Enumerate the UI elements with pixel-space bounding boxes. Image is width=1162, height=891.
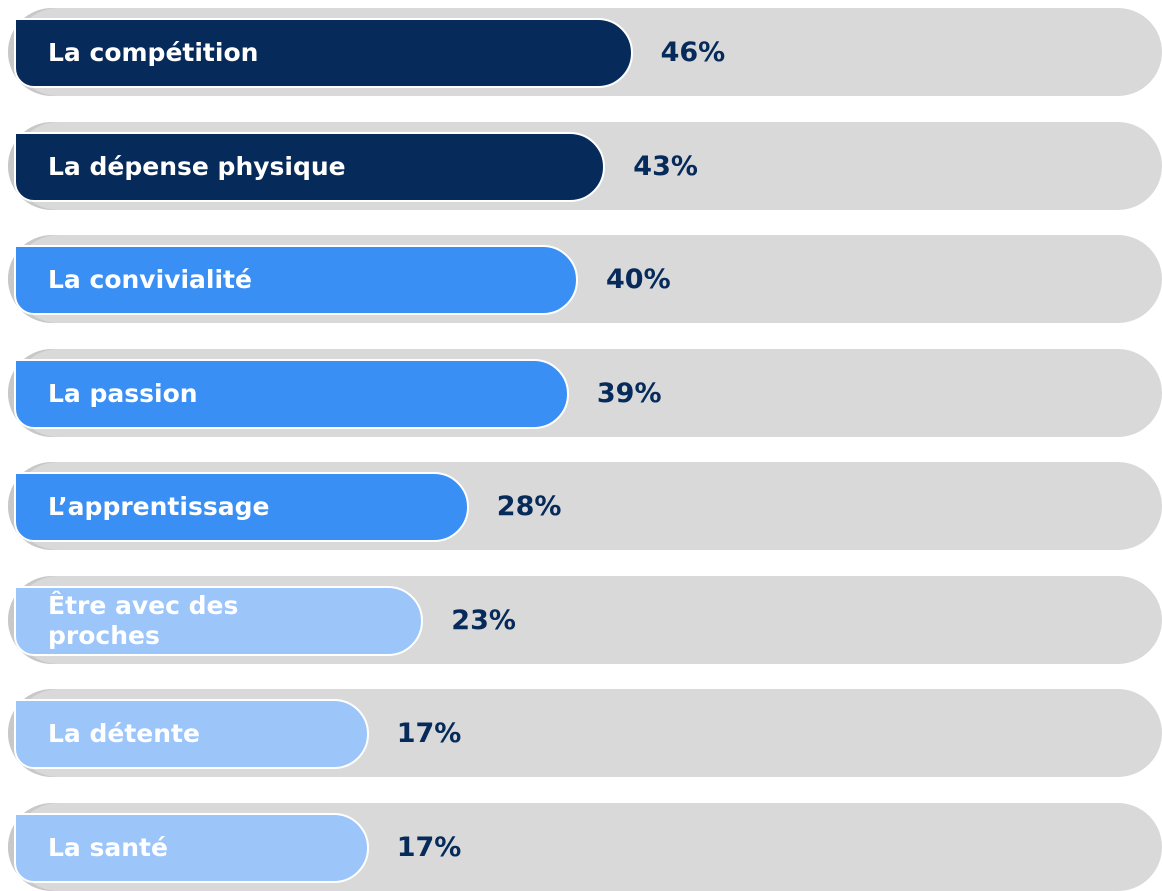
- value-label: 40%: [606, 264, 671, 295]
- value-label: 28%: [496, 491, 562, 522]
- value-label: 17%: [396, 718, 462, 749]
- bar: La compétition: [14, 18, 633, 88]
- value-label: 23%: [451, 604, 516, 636]
- bar-label: La dépense physique: [48, 151, 346, 181]
- bar: La dépense physique: [14, 131, 606, 202]
- bar: La convivialité: [14, 245, 578, 315]
- value-label: 46%: [660, 37, 726, 68]
- bar-label: La santé: [48, 832, 168, 862]
- bar-label: Être avec des proches: [48, 590, 239, 650]
- bar-label: La passion: [48, 378, 198, 408]
- bar: La détente: [14, 699, 369, 769]
- bar-label: L’apprentissage: [48, 492, 270, 521]
- value-label: 43%: [633, 150, 698, 182]
- bar: Être avec des proches: [14, 585, 424, 656]
- bar-label: La convivialité: [48, 265, 252, 294]
- bar-label: La compétition: [48, 38, 259, 67]
- bar: La santé: [14, 812, 369, 883]
- value-label: 39%: [596, 377, 662, 409]
- bar: La passion: [14, 358, 569, 429]
- bar: L’apprentissage: [14, 472, 469, 542]
- bar-label: La détente: [48, 719, 200, 748]
- value-label: 17%: [396, 831, 462, 863]
